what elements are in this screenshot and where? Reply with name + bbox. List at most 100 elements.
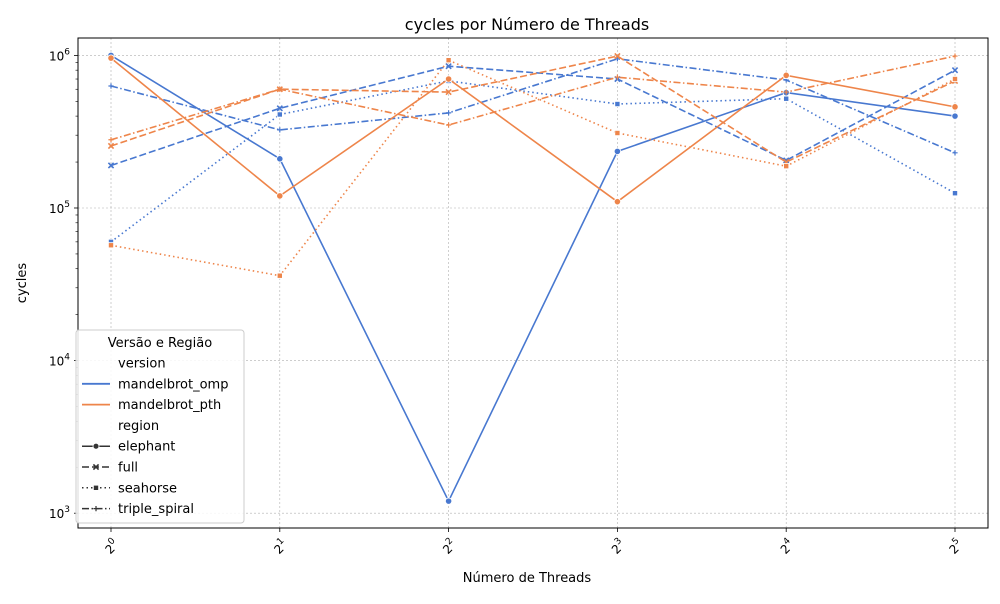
data-point-mandelbrot_pth-triple_spiral [277, 86, 283, 92]
data-point-mandelbrot_pth-full-stroke [445, 88, 452, 96]
data-point-mandelbrot_omp-elephant [444, 497, 453, 505]
y-tick-label: 104 [49, 353, 70, 369]
data-point-mandelbrot_omp-triple_spiral [277, 127, 283, 133]
data-point-mandelbrot_pth-triple_spiral-stroke [446, 122, 452, 128]
x-tick-label-exponent: 0 [106, 536, 117, 547]
data-point-mandelbrot_pth-full [107, 142, 115, 150]
data-point-mandelbrot_pth-seahorse [276, 272, 283, 279]
x-tick-label-exponent: 2 [444, 536, 455, 547]
data-point-mandelbrot_omp-elephant [951, 112, 959, 120]
y-tick-label: 105 [49, 200, 70, 216]
data-point-mandelbrot_pth-triple_spiral [614, 74, 620, 80]
legend-marker [93, 506, 99, 512]
data-point-mandelbrot_pth-triple_spiral [108, 137, 114, 143]
legend-marker-stroke [93, 506, 99, 512]
data-point-mandelbrot_pth-triple_spiral-stroke [783, 89, 789, 95]
data-point-mandelbrot_pth-triple_spiral-stroke [952, 53, 958, 59]
series-markers [107, 51, 959, 505]
data-point-mandelbrot_omp-seahorse [952, 190, 959, 197]
series-line-mandelbrot_omp-elephant [110, 54, 956, 503]
series-line-mandelbrot_pth-seahorse [110, 59, 956, 277]
data-point-mandelbrot_pth-triple_spiral-stroke [277, 86, 283, 92]
data-point-mandelbrot_omp-triple_spiral-stroke [952, 150, 958, 156]
series-line-mandelbrot_pth-full [110, 55, 956, 164]
y-tick-label-exponent: 3 [64, 505, 70, 515]
data-point-mandelbrot_omp-triple_spiral [446, 110, 452, 116]
plot-frame [77, 37, 989, 529]
legend: Versão e Região version mandelbrot_ompmand… [75, 329, 245, 524]
data-point-mandelbrot_omp-full-stroke [783, 157, 790, 164]
data-point-mandelbrot_omp-triple_spiral-stroke [108, 83, 114, 89]
legend-box [75, 329, 245, 524]
data-point-mandelbrot_pth-triple_spiral [952, 53, 958, 59]
data-point-mandelbrot_omp-full-stroke [951, 67, 959, 74]
legend-label: mandelbrot_omp [118, 377, 228, 392]
data-point-mandelbrot_pth-full-stroke [107, 142, 115, 150]
y-tick-label-exponent: 6 [64, 47, 70, 57]
data-point-mandelbrot_pth-triple_spiral-stroke [614, 74, 620, 80]
y-tick-label-base: 10 [49, 202, 64, 216]
data-point-mandelbrot_pth-seahorse [445, 57, 452, 64]
data-point-mandelbrot_pth-elephant [782, 71, 790, 79]
data-point-mandelbrot_omp-elephant [613, 147, 622, 155]
data-point-mandelbrot_pth-full [614, 52, 621, 60]
data-point-mandelbrot_omp-triple_spiral [108, 83, 114, 89]
data-point-mandelbrot_pth-seahorse [783, 163, 790, 170]
legend-label: seahorse [118, 481, 177, 496]
data-point-mandelbrot_pth-triple_spiral-stroke [108, 137, 114, 143]
data-point-mandelbrot_pth-seahorse [614, 130, 621, 137]
data-point-mandelbrot_pth-elephant [444, 75, 453, 83]
data-point-mandelbrot_omp-seahorse [614, 101, 621, 108]
data-point-mandelbrot_omp-full [107, 162, 115, 169]
grid-lines [78, 38, 988, 528]
y-tick-label: 103 [49, 505, 70, 521]
y-tick-label: 106 [49, 47, 70, 63]
data-point-mandelbrot_omp-full-stroke [107, 162, 115, 169]
series-line-mandelbrot_pth-triple_spiral [110, 55, 956, 141]
legend-header: region [118, 419, 159, 434]
data-point-mandelbrot_omp-triple_spiral-stroke [277, 127, 283, 133]
data-point-mandelbrot_pth-elephant [107, 54, 115, 62]
data-point-mandelbrot_pth-seahorse [108, 242, 115, 249]
legend-label: full [118, 461, 138, 476]
data-point-mandelbrot_omp-full [445, 62, 452, 70]
x-tick-label-exponent: 4 [782, 536, 793, 547]
legend-marker [92, 463, 100, 471]
data-point-mandelbrot_pth-full-stroke [614, 52, 621, 60]
data-point-mandelbrot_pth-triple_spiral [446, 122, 452, 128]
data-point-mandelbrot_omp-seahorse [276, 111, 283, 118]
legend-marker-stroke [92, 463, 100, 471]
y-tick-label-base: 10 [49, 507, 64, 521]
y-tick-label-exponent: 5 [64, 200, 70, 210]
legend-label: mandelbrot_pth [118, 398, 221, 413]
chart-title: cycles por Número de Threads [405, 15, 649, 34]
data-point-mandelbrot_omp-seahorse [783, 95, 790, 102]
x-tick-label-exponent: 5 [950, 536, 961, 547]
data-point-mandelbrot_pth-elephant [613, 198, 622, 206]
data-point-mandelbrot_omp-triple_spiral [952, 150, 958, 156]
data-point-mandelbrot_omp-elephant [276, 155, 284, 163]
series-line-mandelbrot_omp-seahorse [110, 80, 956, 243]
legend-marker [92, 442, 100, 450]
data-point-mandelbrot_pth-elephant [951, 103, 959, 111]
data-point-mandelbrot_omp-full [783, 157, 790, 164]
legend-label: elephant [118, 440, 175, 455]
x-tick-label-exponent: 1 [275, 536, 286, 547]
y-axis-label: cycles [15, 263, 30, 304]
legend-label: triple_spiral [118, 502, 194, 517]
data-point-mandelbrot_omp-triple_spiral-stroke [446, 110, 452, 116]
series-lines [110, 54, 956, 503]
legend-title: Versão e Região [108, 336, 212, 351]
x-axis-label: Número de Threads [463, 571, 592, 586]
y-tick-label-base: 10 [49, 49, 64, 63]
data-point-mandelbrot_pth-seahorse [952, 76, 959, 83]
y-tick-label-exponent: 4 [64, 353, 70, 363]
x-tick-label-exponent: 3 [613, 536, 624, 547]
series-line-mandelbrot_omp-triple_spiral [110, 57, 956, 154]
data-point-mandelbrot_pth-full [445, 88, 452, 96]
data-point-mandelbrot_pth-elephant [276, 192, 284, 200]
data-point-mandelbrot_omp-full-stroke [276, 105, 283, 112]
series-line-mandelbrot_pth-elephant [110, 57, 956, 203]
